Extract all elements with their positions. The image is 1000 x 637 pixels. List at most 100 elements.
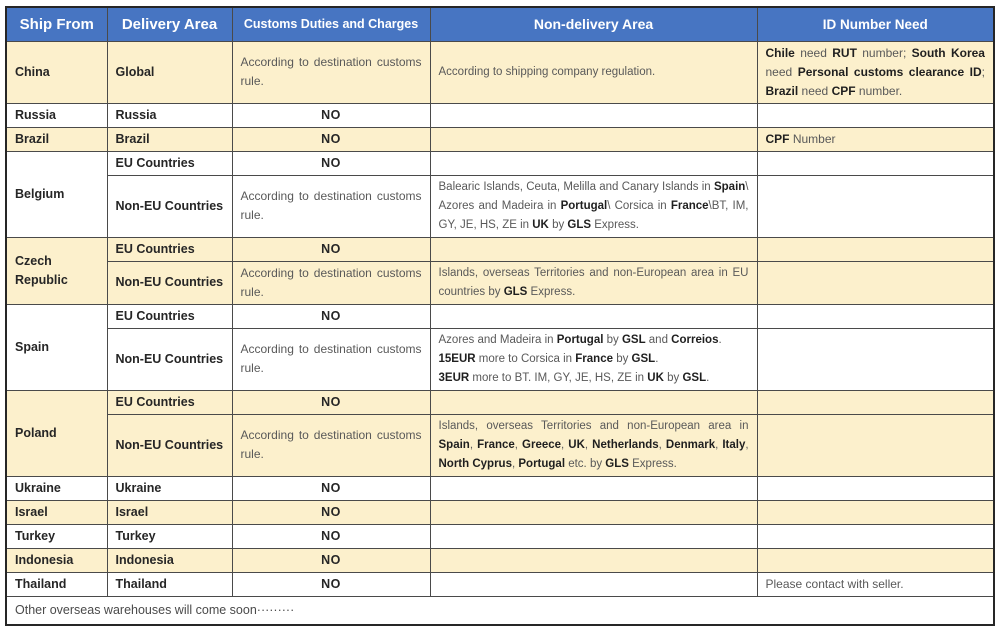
table-row: Israel Israel NO xyxy=(5,499,995,525)
cell-non-delivery-area: Islands, overseas Territories and non-Eu… xyxy=(429,260,758,305)
cell-id-number xyxy=(756,327,995,391)
cell-customs-duties: NO xyxy=(231,389,431,415)
cell-delivery-area: Thailand xyxy=(106,571,233,597)
footer-note: Other overseas warehouses will come soon… xyxy=(5,595,995,626)
cell-customs-duties: According to destination customs rule. xyxy=(231,260,431,305)
header-ship-from: Ship From xyxy=(5,6,108,42)
header-non-delivery: Non-delivery Area xyxy=(429,6,758,42)
cell-id-number: Chile need RUT number; South Korea need … xyxy=(756,40,995,104)
header-row: Ship From Delivery Area Customs Duties a… xyxy=(5,6,995,42)
cell-delivery-area: Israel xyxy=(106,499,233,525)
cell-delivery-area: Ukraine xyxy=(106,475,233,501)
cell-non-delivery-area: According to shipping company regulation… xyxy=(429,40,758,104)
table-row: Non-EU Countries According to destination… xyxy=(6,260,995,305)
table-row: Brazil Brazil NO CPF Number xyxy=(5,126,995,152)
cell-non-delivery-area xyxy=(429,102,758,128)
cell-id-number xyxy=(756,475,995,501)
cell-non-delivery-area xyxy=(429,571,758,597)
cell-ship-from: Brazil xyxy=(5,126,108,152)
cell-id-number xyxy=(756,303,995,329)
shipping-table: Ship From Delivery Area Customs Duties a… xyxy=(5,6,995,626)
cell-non-delivery-area xyxy=(429,475,758,501)
cell-non-delivery-area xyxy=(429,389,758,415)
cell-id-number xyxy=(756,260,995,305)
cell-id-number xyxy=(756,413,995,477)
table-row: Thailand Thailand NO Please contact with se… xyxy=(5,571,995,597)
cell-ship-from: Poland xyxy=(5,389,108,477)
cell-id-number xyxy=(756,389,995,415)
cell-ship-from: Turkey xyxy=(5,523,108,549)
table-row: Turkey Turkey NO xyxy=(5,523,995,549)
cell-customs-duties: According to destination customs rule. xyxy=(231,174,431,238)
cell-non-delivery-area xyxy=(429,236,758,262)
cell-customs-duties: NO xyxy=(231,303,431,329)
cell-id-number: CPF Number xyxy=(756,126,995,152)
table-row: Czech Republic EU Countries NO xyxy=(5,236,995,305)
cell-id-number xyxy=(756,523,995,549)
cell-ship-from: Russia xyxy=(5,102,108,128)
cell-id-number xyxy=(756,174,995,238)
table-row: Spain EU Countries NO xyxy=(5,303,995,391)
cell-delivery-area: EU Countries xyxy=(106,150,233,176)
cell-id-number: Please contact with seller. xyxy=(756,571,995,597)
cell-customs-duties: According to destination customs rule. xyxy=(231,327,431,391)
cell-non-delivery-area xyxy=(429,126,758,152)
header-customs-duties: Customs Duties and Charges xyxy=(231,6,431,42)
cell-non-delivery-area: Islands, overseas Territories and non-Eu… xyxy=(429,413,758,477)
cell-customs-duties: NO xyxy=(231,499,431,525)
table-row: Poland EU Countries NO xyxy=(5,389,995,477)
cell-ship-from: Indonesia xyxy=(5,547,108,573)
cell-delivery-area: EU Countries xyxy=(106,389,233,415)
cell-customs-duties: According to destination customs rule. xyxy=(231,40,431,104)
table-row: Indonesia Indonesia NO xyxy=(5,547,995,573)
cell-non-delivery-area: Balearic Islands, Ceuta, Melilla and Can… xyxy=(429,174,758,238)
table-row: Non-EU Countries According to destination… xyxy=(6,413,995,477)
cell-non-delivery-area xyxy=(429,523,758,549)
table-header: Ship From Delivery Area Customs Duties a… xyxy=(5,6,995,42)
table-row: Russia Russia NO xyxy=(5,102,995,128)
cell-delivery-area: Turkey xyxy=(106,523,233,549)
header-id-number: ID Number Need xyxy=(756,6,995,42)
table-row: China Global According to destination cust… xyxy=(5,40,995,104)
table-row: Non-EU Countries According to destination… xyxy=(6,174,995,238)
table-row: Ukraine Ukraine NO xyxy=(5,475,995,501)
cell-customs-duties: NO xyxy=(231,523,431,549)
cell-non-delivery-area xyxy=(429,303,758,329)
cell-delivery-area: Indonesia xyxy=(106,547,233,573)
cell-ship-from: Spain xyxy=(5,303,108,391)
cell-customs-duties: NO xyxy=(231,126,431,152)
cell-non-delivery-area xyxy=(429,499,758,525)
cell-customs-duties: NO xyxy=(231,475,431,501)
cell-ship-from: Israel xyxy=(5,499,108,525)
cell-ship-from: Belgium xyxy=(5,150,108,238)
cell-delivery-area: Non-EU Countries xyxy=(106,174,233,238)
cell-customs-duties: NO xyxy=(231,571,431,597)
cell-id-number xyxy=(756,547,995,573)
cell-delivery-area: Non-EU Countries xyxy=(106,327,233,391)
cell-delivery-area: EU Countries xyxy=(106,303,233,329)
cell-delivery-area: Brazil xyxy=(106,126,233,152)
cell-id-number xyxy=(756,236,995,262)
table-body: China Global According to destination cust… xyxy=(5,40,995,597)
cell-id-number xyxy=(756,499,995,525)
non-delivery-line: 15EUR more to Corsica in France by GSL. xyxy=(438,352,659,365)
cell-id-number xyxy=(756,150,995,176)
cell-customs-duties: According to destination customs rule. xyxy=(231,413,431,477)
table-footer: Other overseas warehouses will come soon… xyxy=(5,595,995,626)
cell-delivery-area: Non-EU Countries xyxy=(106,413,233,477)
cell-id-number xyxy=(756,102,995,128)
cell-delivery-area: Non-EU Countries xyxy=(106,260,233,305)
cell-delivery-area: Global xyxy=(106,40,233,104)
cell-ship-from: China xyxy=(5,40,108,104)
table-row: Belgium EU Countries NO xyxy=(5,150,995,238)
cell-customs-duties: NO xyxy=(231,102,431,128)
header-delivery-area: Delivery Area xyxy=(106,6,233,42)
cell-ship-from: Czech Republic xyxy=(5,236,108,305)
cell-non-delivery-area xyxy=(429,547,758,573)
cell-non-delivery-area xyxy=(429,150,758,176)
cell-ship-from: Thailand xyxy=(5,571,108,597)
non-delivery-line: 3EUR more to BT. IM, GY, JE, HS, ZE in U… xyxy=(438,371,710,384)
cell-ship-from: Ukraine xyxy=(5,475,108,501)
footer-row: Other overseas warehouses will come soon… xyxy=(5,595,995,626)
cell-customs-duties: NO xyxy=(231,236,431,262)
